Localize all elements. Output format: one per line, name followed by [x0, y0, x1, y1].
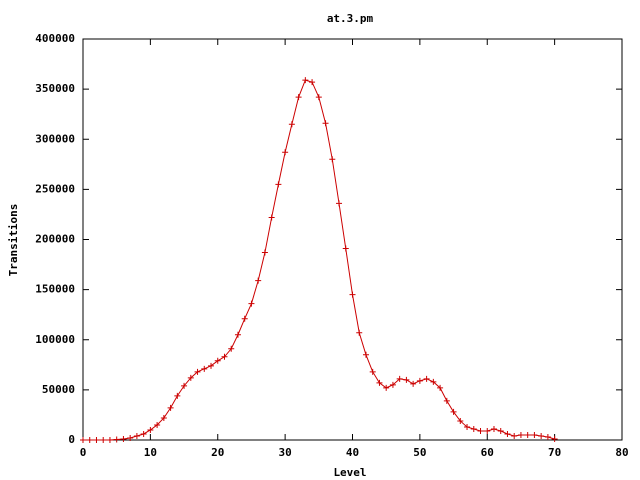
data-point: [214, 357, 221, 364]
data-point: [497, 427, 504, 434]
data-point: [248, 300, 255, 307]
data-point: [470, 425, 477, 432]
data-point: [531, 431, 538, 438]
y-tick-label: 300000: [35, 132, 75, 145]
data-point: [201, 365, 208, 372]
data-point: [369, 368, 376, 375]
data-point: [154, 421, 161, 428]
y-tick-label: 200000: [35, 233, 75, 246]
data-point: [228, 345, 235, 352]
data-point: [376, 379, 383, 386]
data-point: [450, 408, 457, 415]
data-point: [127, 434, 134, 441]
data-point: [167, 404, 174, 411]
data-point: [477, 427, 484, 434]
data-point: [484, 427, 491, 434]
data-point: [187, 374, 194, 381]
data-point: [181, 382, 188, 389]
y-axis-label: Transitions: [7, 204, 20, 277]
data-point: [255, 277, 262, 284]
data-point: [86, 437, 93, 443]
data-point: [342, 245, 349, 252]
data-point: [275, 181, 282, 188]
y-tick-label: 100000: [35, 333, 75, 346]
data-point: [160, 414, 167, 421]
data-point: [241, 315, 248, 322]
data-point: [464, 423, 471, 430]
data-point: [174, 392, 181, 399]
data-point: [511, 432, 518, 439]
x-tick-label: 10: [144, 446, 157, 459]
data-point: [100, 437, 107, 443]
data-point: [288, 121, 295, 128]
data-point: [504, 430, 511, 437]
data-point: [282, 149, 289, 156]
data-point: [268, 214, 275, 221]
x-tick-label: 60: [481, 446, 494, 459]
x-tick-label: 30: [279, 446, 292, 459]
data-point: [120, 435, 127, 442]
data-point: [349, 291, 356, 298]
data-point: [322, 120, 329, 127]
data-point: [457, 417, 464, 424]
data-point: [396, 375, 403, 382]
data-point: [430, 378, 437, 385]
x-tick-label: 20: [211, 446, 224, 459]
data-point: [329, 156, 336, 163]
x-tick-label: 50: [413, 446, 426, 459]
y-tick-label: 0: [68, 433, 75, 446]
x-tick-label: 0: [80, 446, 87, 459]
data-point: [443, 397, 450, 404]
data-point: [517, 431, 524, 438]
data-point: [437, 384, 444, 391]
data-point: [221, 353, 228, 360]
x-tick-label: 70: [548, 446, 561, 459]
y-tick-label: 50000: [42, 383, 75, 396]
y-tick-label: 150000: [35, 283, 75, 296]
plot-border: [82, 38, 623, 441]
data-point: [133, 432, 140, 439]
data-point: [356, 329, 363, 336]
data-point: [80, 437, 86, 443]
data-point: [302, 77, 309, 84]
data-point: [551, 435, 558, 442]
data-point: [315, 94, 322, 101]
y-tick-label: 350000: [35, 82, 75, 95]
data-point: [140, 430, 147, 437]
data-point: [295, 94, 302, 101]
x-axis-label: Level: [333, 466, 366, 479]
data-point: [106, 437, 113, 443]
data-point: [362, 351, 369, 358]
x-tick-label: 40: [346, 446, 359, 459]
data-point: [544, 433, 551, 440]
data-point: [389, 381, 396, 388]
data-point: [416, 377, 423, 384]
data-point: [383, 384, 390, 391]
data-point: [403, 376, 410, 383]
y-tick-label: 400000: [35, 32, 75, 45]
data-point: [309, 79, 316, 86]
data-point: [194, 368, 201, 375]
y-tick-label: 250000: [35, 182, 75, 195]
data-point: [93, 437, 100, 443]
data-point: [490, 425, 497, 432]
data-line: [83, 79, 555, 441]
data-point: [538, 432, 545, 439]
data-point: [208, 362, 215, 369]
data-point: [524, 431, 531, 438]
data-point: [261, 249, 268, 256]
data-point: [410, 380, 417, 387]
data-point: [113, 436, 120, 443]
data-point: [336, 200, 343, 207]
data-point: [147, 426, 154, 433]
data-point: [423, 375, 430, 382]
data-point: [234, 331, 241, 338]
chart-title: at.3.pm: [327, 12, 374, 25]
x-tick-label: 80: [615, 446, 628, 459]
